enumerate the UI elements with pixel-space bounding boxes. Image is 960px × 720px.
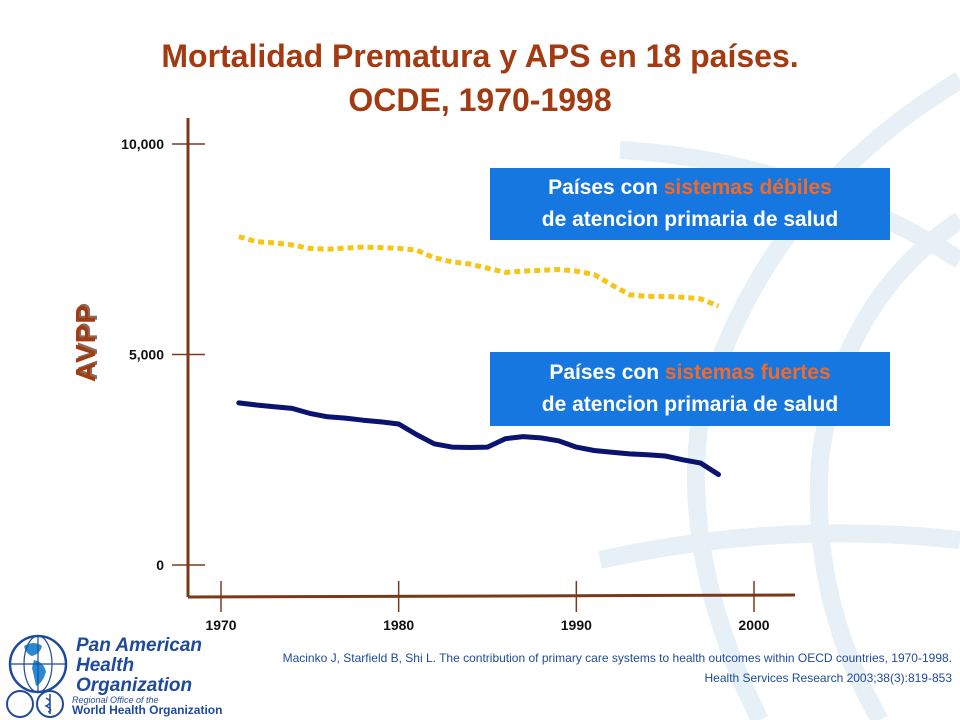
who-wordmark: Regional Office of the World Health Orga… bbox=[72, 695, 222, 716]
callout-weak-line2: de atencion primaria de salud bbox=[541, 208, 839, 231]
chart-title-line2: OCDE, 1970-1998 bbox=[348, 82, 612, 118]
y-tick-label: 0 bbox=[156, 557, 164, 573]
chart-title-line1: Mortalidad Prematura y APS en 18 países. bbox=[161, 38, 799, 74]
x-tick-label: 1970 bbox=[205, 617, 236, 633]
x-tick-label: 1980 bbox=[383, 617, 414, 633]
citation-line2: Health Services Research 2003;38(3):819-… bbox=[704, 671, 952, 685]
series-strong-line bbox=[236, 400, 721, 477]
org-line3: Organization bbox=[76, 675, 193, 696]
y-tick-label: 5,000 bbox=[129, 347, 164, 363]
callout-strong-line2: de atencion primaria de salud bbox=[541, 393, 839, 416]
org-line2: Health bbox=[76, 655, 135, 676]
callout-weak-systems: Países con sistemas débiles de atencion … bbox=[490, 168, 890, 240]
citation-line1: Macinko J, Starfield B, Shi L. The contr… bbox=[282, 651, 952, 665]
x-tick-label: 1990 bbox=[561, 617, 592, 633]
paho-wordmark: Pan American Health Organization bbox=[76, 636, 202, 696]
org-line1: Pan American bbox=[76, 635, 203, 656]
callout-weak-highlight: sistemas débiles bbox=[663, 176, 832, 199]
callout-strong-highlight: sistemas fuertes bbox=[664, 361, 831, 384]
callout-strong-systems: Países con sistemas fuertes de atencion … bbox=[490, 352, 890, 426]
citation: Macinko J, Starfield B, Shi L. The contr… bbox=[283, 648, 952, 688]
series-weak-line bbox=[238, 234, 720, 309]
y-tick-label: 10,000 bbox=[121, 136, 164, 152]
callout-weak-pre: Países con bbox=[548, 176, 664, 199]
paho-logo bbox=[6, 634, 68, 718]
who-line2: World Health Organization bbox=[72, 703, 223, 717]
x-tick-label: 2000 bbox=[738, 617, 769, 633]
x-axis-line bbox=[187, 593, 796, 599]
who-line1: Regional Office of the bbox=[72, 695, 159, 705]
callout-strong-pre: Países con bbox=[549, 361, 665, 384]
